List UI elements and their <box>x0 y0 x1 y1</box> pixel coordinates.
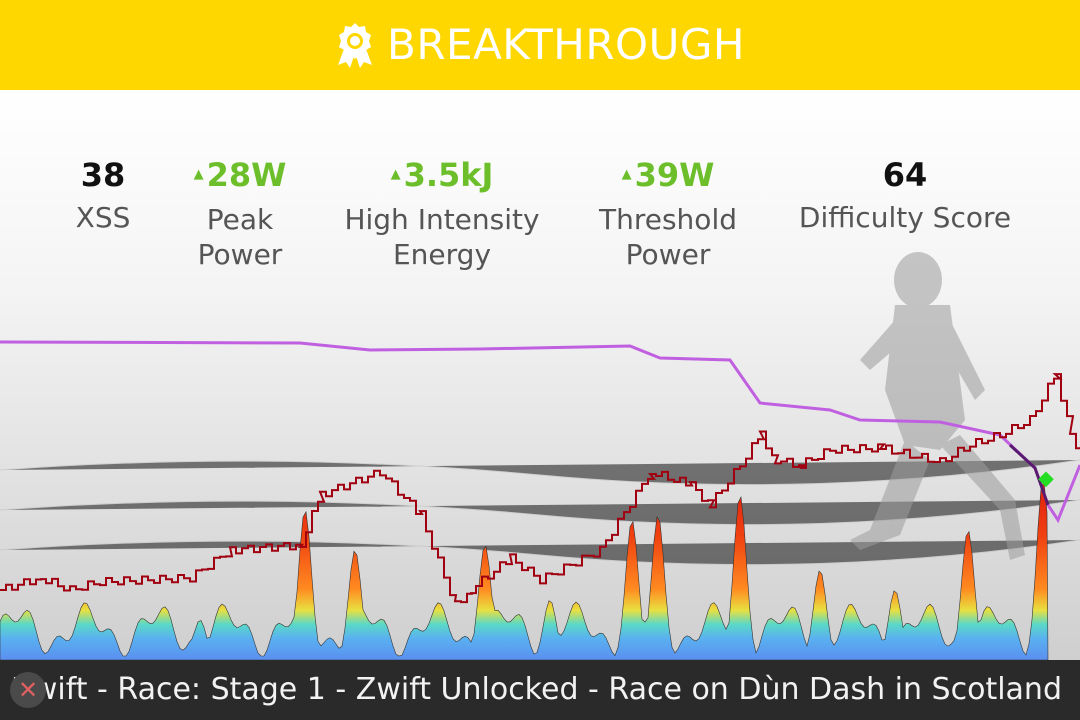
power-area <box>0 481 1049 660</box>
metric-peak-power: ▲28W Peak Power <box>194 150 287 272</box>
metric-label: High Intensity Energy <box>344 203 540 271</box>
up-triangle-icon: ▲ <box>193 167 204 182</box>
capacity-line-tail <box>1046 464 1080 524</box>
metric-value: 64 <box>882 156 928 194</box>
ride-chart <box>0 340 1080 660</box>
metrics-row: 38 XSS ▲28W Peak Power ▲3.5kJ High Intens… <box>0 150 1080 290</box>
strain-line <box>0 373 1080 604</box>
metric-high-intensity-energy: ▲3.5kJ High Intensity Energy <box>344 150 539 272</box>
metric-value: ▲3.5kJ <box>390 156 494 194</box>
breakthrough-marker <box>1038 471 1054 488</box>
breakthrough-banner: BREAKTHROUGH <box>0 0 1080 90</box>
metric-value: ▲28W <box>193 156 287 194</box>
metric-xss: 38 XSS <box>76 150 131 235</box>
banner-title: BREAKTHROUGH <box>387 20 745 69</box>
background-photo <box>0 90 1080 660</box>
award-badge-icon <box>338 23 373 68</box>
up-triangle-icon: ▲ <box>621 167 632 182</box>
close-icon[interactable]: ✕ <box>10 672 46 708</box>
metric-difficulty-score: 64 Difficulty Score <box>799 150 1011 235</box>
metric-label: Peak Power <box>197 203 283 271</box>
metric-threshold-power: ▲39W Threshold Power <box>599 150 737 272</box>
metric-label: XSS <box>75 201 131 234</box>
metric-label: Threshold Power <box>599 203 737 271</box>
capacity-line <box>0 340 1037 470</box>
metric-value: ▲39W <box>621 156 715 194</box>
metric-label: Difficulty Score <box>798 201 1012 234</box>
up-triangle-icon: ▲ <box>390 167 401 182</box>
activity-title: Zwift - Race: Stage 1 - Zwift Unlocked -… <box>12 672 1062 707</box>
metric-value: 38 <box>80 156 126 194</box>
activity-footer: Zwift - Race: Stage 1 - Zwift Unlocked -… <box>0 660 1080 720</box>
runner-silhouette <box>850 252 1025 560</box>
capacity-line-breakthrough <box>1008 443 1050 506</box>
